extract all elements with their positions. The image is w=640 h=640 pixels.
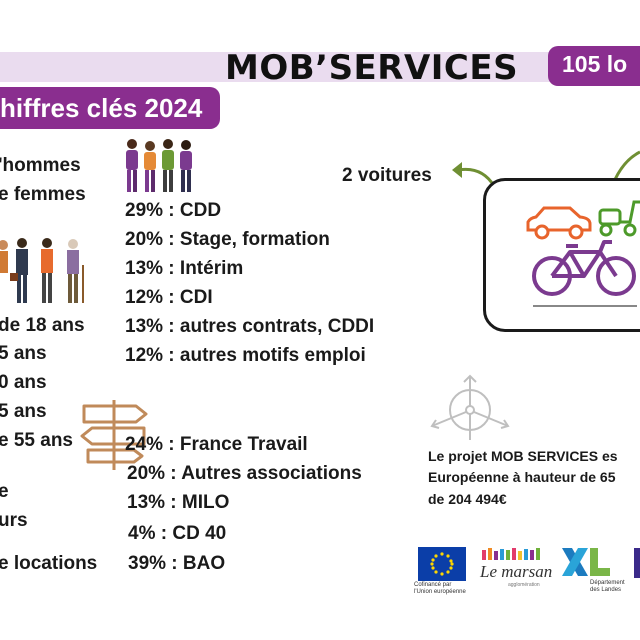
left-misc-3: e locations — [0, 553, 98, 574]
prescriber-associations: 20% : Autres associations — [127, 463, 362, 484]
left-misc-2: urs — [0, 510, 28, 531]
cut-off-logo — [634, 548, 640, 578]
eu-caption-line-1: Cofinancé par — [414, 582, 452, 588]
walking-people-icon — [126, 139, 192, 192]
locations-badge: 105 lo — [548, 46, 640, 86]
age-line-4: 5 ans — [0, 401, 47, 422]
prescriber-cd40: 4% : CD 40 — [128, 523, 227, 544]
prescriber-bao: 39% : BAO — [128, 553, 226, 574]
age-line-2: 5 ans — [0, 343, 47, 364]
eu-caption-line-2: l'Union européenne — [414, 589, 466, 595]
key-figures-badge: hiffres clés 2024 — [0, 87, 220, 129]
contract-cdi: 12% : CDI — [125, 287, 213, 308]
eu-caption: Cofinancé par l'Union européenne — [414, 582, 466, 596]
header-band — [0, 52, 640, 82]
eu-stars-icon — [430, 552, 454, 576]
le-marsan-logo: Le marsan — [480, 562, 553, 581]
marsan-stripes-icon — [482, 548, 540, 560]
workers-group-icon — [0, 238, 84, 303]
landes-caption-line-1: Département — [590, 580, 625, 586]
le-marsan-subtitle: agglomération — [508, 582, 540, 588]
age-line-1: de 18 ans — [0, 315, 85, 336]
gender-women-label: e femmes — [0, 184, 86, 205]
landes-caption-line-2: des Landes — [590, 587, 622, 593]
bicycle-icon — [532, 240, 636, 296]
landes-xl-logo — [562, 548, 610, 576]
contract-stage: 20% : Stage, formation — [125, 229, 330, 250]
signpost-icon — [80, 400, 148, 470]
contract-cdd: 29% : CDD — [125, 200, 222, 221]
prescriber-france-travail: 24% : France Travail — [125, 434, 308, 455]
compass-arrows-icon — [430, 374, 510, 440]
car-icon — [526, 206, 592, 240]
bike-ground-line — [533, 305, 637, 307]
contract-autres: 13% : autres contrats, CDDI — [125, 316, 375, 337]
landes-caption: Département des Landes — [590, 580, 625, 594]
prescriber-milo: 13% : MILO — [127, 492, 230, 513]
age-line-5: e 55 ans — [0, 430, 73, 451]
project-line-1: Le projet MOB SERVICES es — [428, 448, 618, 464]
project-line-3: de 204 494€ — [428, 491, 507, 507]
age-line-3: 0 ans — [0, 372, 47, 393]
contract-interim: 13% : Intérim — [125, 258, 244, 279]
gender-men-label: 'hommes — [0, 155, 81, 176]
cars-count-label: 2 voitures — [342, 165, 432, 186]
left-misc-1: e — [0, 481, 9, 502]
scooter-icon — [598, 200, 640, 237]
contract-motifs: 12% : autres motifs emploi — [125, 345, 366, 366]
eu-flag-logo — [418, 547, 466, 581]
project-line-2: Européenne à hauteur de 65 — [428, 469, 616, 485]
page-title: MOB’SERVICES — [225, 48, 519, 88]
